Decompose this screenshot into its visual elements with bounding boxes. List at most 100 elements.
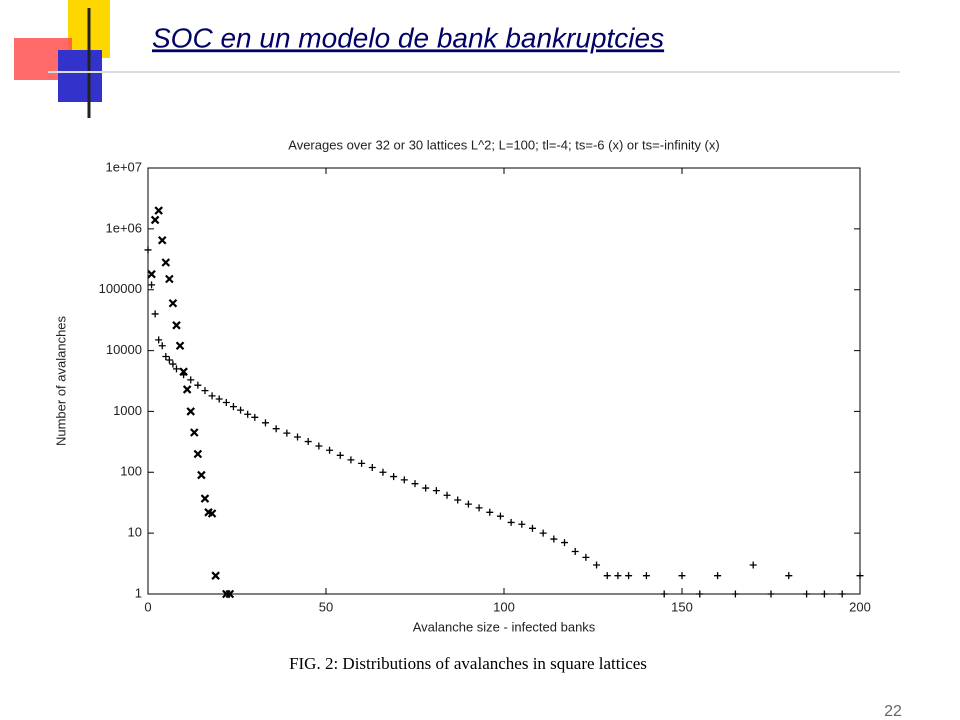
point <box>157 235 167 245</box>
point <box>785 572 793 580</box>
point <box>237 406 245 414</box>
point <box>186 407 195 416</box>
point <box>179 367 188 376</box>
point <box>148 281 156 289</box>
point <box>151 310 159 318</box>
point <box>642 572 650 580</box>
point <box>229 403 237 411</box>
point <box>175 341 185 351</box>
point <box>222 399 230 407</box>
point <box>158 342 166 350</box>
point <box>336 451 344 459</box>
point <box>162 352 170 360</box>
point <box>244 410 252 418</box>
point <box>168 298 178 308</box>
y-tick-label: 10000 <box>106 342 142 357</box>
chart-title: Averages over 32 or 30 lattices L^2; L=1… <box>288 137 719 152</box>
point <box>225 589 235 599</box>
point <box>614 572 622 580</box>
point <box>731 590 739 598</box>
point <box>208 392 216 400</box>
point <box>539 529 547 537</box>
point <box>749 561 757 569</box>
point <box>432 487 440 495</box>
point <box>172 321 181 330</box>
point <box>165 356 173 364</box>
page-number: 22 <box>884 703 902 720</box>
point <box>550 535 558 543</box>
point <box>454 496 462 504</box>
point <box>368 463 376 471</box>
point <box>838 590 846 598</box>
y-tick-label: 1 <box>135 585 142 600</box>
point <box>561 539 569 547</box>
point <box>528 524 536 532</box>
point <box>187 376 195 384</box>
point <box>207 509 217 518</box>
point <box>201 387 209 395</box>
point <box>625 572 633 580</box>
point <box>603 572 611 580</box>
point <box>194 381 202 389</box>
point <box>150 215 160 225</box>
point <box>358 459 366 467</box>
caption: FIG. 2: Distributions of avalanches in s… <box>289 654 647 673</box>
point <box>211 571 220 580</box>
point <box>182 385 192 394</box>
deco-blue <box>58 50 102 102</box>
point <box>422 484 430 492</box>
point <box>155 336 163 344</box>
point <box>571 547 579 555</box>
point <box>803 590 811 598</box>
point <box>172 365 180 373</box>
point <box>169 360 177 368</box>
x-tick-label: 0 <box>144 599 151 614</box>
point <box>820 590 828 598</box>
point <box>507 518 515 526</box>
point <box>678 572 686 580</box>
point <box>518 520 526 528</box>
point <box>767 590 775 598</box>
y-tick-label: 1e+07 <box>105 159 142 174</box>
point <box>400 476 408 484</box>
point <box>714 572 722 580</box>
y-tick-label: 100 <box>120 464 142 479</box>
point <box>856 572 864 580</box>
slide-title: SOC en un modelo de bank bankruptcies <box>152 22 664 53</box>
point <box>390 473 398 481</box>
x-axis-label: Avalanche size - infected banks <box>413 619 596 634</box>
point <box>261 419 269 427</box>
point <box>475 504 483 512</box>
point <box>294 433 302 441</box>
point <box>272 425 280 433</box>
point <box>251 413 259 421</box>
x-tick-label: 50 <box>319 599 333 614</box>
point <box>443 491 451 499</box>
y-axis-label: Number of avalanches <box>53 315 68 446</box>
point <box>593 561 601 569</box>
point <box>283 429 291 437</box>
point <box>304 438 312 446</box>
plot-frame <box>147 167 861 595</box>
x-tick-label: 100 <box>493 599 515 614</box>
point <box>190 428 199 437</box>
point <box>582 553 590 561</box>
point <box>696 590 704 598</box>
point <box>347 456 355 464</box>
point <box>486 508 494 516</box>
point <box>193 449 203 459</box>
point <box>147 269 156 279</box>
point <box>315 442 323 450</box>
y-tick-label: 100000 <box>99 281 142 296</box>
y-tick-label: 1e+06 <box>105 220 142 235</box>
y-tick-label: 1000 <box>113 403 142 418</box>
point <box>215 395 223 403</box>
point <box>660 590 668 598</box>
point <box>144 246 152 254</box>
point <box>411 480 419 488</box>
x-tick-label: 200 <box>849 599 871 614</box>
point <box>161 258 171 267</box>
y-tick-label: 10 <box>128 525 142 540</box>
point <box>379 468 387 476</box>
